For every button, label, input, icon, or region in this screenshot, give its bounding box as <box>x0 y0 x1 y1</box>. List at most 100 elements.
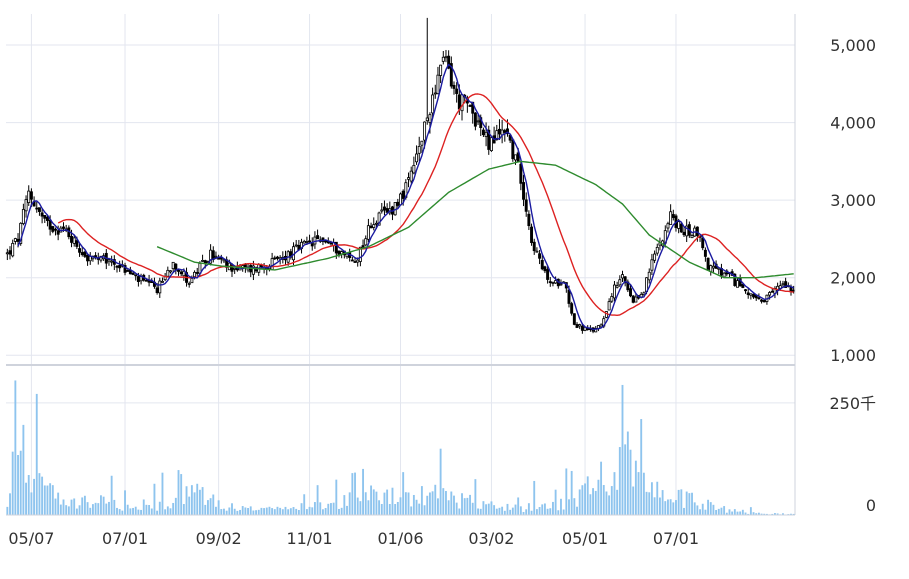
volume-bar <box>338 508 340 515</box>
volume-bar <box>268 506 271 515</box>
volume-bar <box>73 498 76 515</box>
candle-body <box>570 303 574 314</box>
date-tick-label: 07/01 <box>102 529 148 548</box>
volume-bar <box>129 508 132 515</box>
volume-bar <box>621 384 624 515</box>
candle-body <box>532 241 536 252</box>
volume-tick-label: 0 <box>866 496 876 515</box>
candle-body <box>179 271 183 275</box>
volume-bar <box>263 508 266 515</box>
volume-bar <box>375 491 378 515</box>
volume-bar <box>600 461 603 515</box>
candle-body <box>436 74 440 95</box>
volume-bar <box>739 511 742 515</box>
volume-bar <box>731 511 734 515</box>
candle-body <box>607 301 611 311</box>
volume-bar <box>300 503 303 515</box>
candle-body <box>150 281 154 284</box>
volume-bar <box>634 460 637 515</box>
date-tick-label: 03/02 <box>468 529 514 548</box>
volume-bar <box>672 502 675 515</box>
candle-body <box>685 225 689 237</box>
candle-body <box>781 283 785 286</box>
candle-body <box>385 208 389 213</box>
candle-body <box>27 190 31 203</box>
candle-body <box>407 177 410 180</box>
volume-bar <box>6 506 9 515</box>
candle-body <box>578 324 582 327</box>
volume-bar <box>177 470 180 515</box>
candle-body <box>305 241 309 243</box>
volume-bar <box>132 507 134 515</box>
volume-bar <box>661 490 664 515</box>
volume-bar <box>624 444 627 515</box>
date-tick-label: 11/01 <box>287 529 333 548</box>
candle-body <box>75 240 79 247</box>
candle-body <box>612 284 616 299</box>
volume-bar <box>378 500 381 515</box>
volume-bar <box>30 492 33 515</box>
candle-body <box>316 235 320 240</box>
candle-body <box>190 278 194 284</box>
candle-body <box>366 225 370 240</box>
candle-body <box>431 94 435 114</box>
volume-bar <box>145 504 148 515</box>
volume-bar <box>560 498 562 515</box>
candle-body <box>334 241 338 254</box>
volume-bar <box>201 487 204 515</box>
volume-bar <box>525 509 528 515</box>
candle-body <box>535 250 539 253</box>
volume-bar <box>420 486 423 515</box>
volume-bar <box>511 507 514 515</box>
volume-bar <box>180 474 183 515</box>
volume-bar <box>589 494 592 515</box>
volume-bar <box>67 506 70 515</box>
candle-body <box>543 266 547 272</box>
volume-bar <box>453 495 455 515</box>
volume-bar <box>220 509 223 515</box>
volume-bar <box>150 508 153 515</box>
volume-bar <box>121 510 124 515</box>
volume-bar <box>402 472 405 515</box>
volume-bar <box>236 510 239 515</box>
volume-bar <box>316 485 319 515</box>
candle-body <box>99 255 103 261</box>
candle-body <box>439 64 443 76</box>
volume-bar <box>747 513 750 515</box>
candle-body <box>682 231 686 236</box>
date-tick-label: 05/07 <box>8 529 54 548</box>
volume-bar <box>519 506 522 515</box>
candle-body <box>671 214 675 218</box>
candle-body <box>420 140 424 146</box>
candle-body <box>364 238 368 246</box>
volume-bar <box>514 504 517 515</box>
volume-bar <box>204 504 207 515</box>
candle-body <box>647 271 651 281</box>
candle-body <box>136 276 140 282</box>
volume-bar <box>188 496 191 515</box>
volume-bar <box>535 509 538 515</box>
candle-body <box>62 226 65 229</box>
candle-body <box>13 238 17 242</box>
volume-bar <box>447 500 450 515</box>
volume-bar <box>677 489 680 515</box>
volume-bar <box>22 424 25 515</box>
candle-body <box>80 252 84 255</box>
volume-bar <box>463 498 466 515</box>
date-tick-label: 07/01 <box>653 529 699 548</box>
candle-body <box>425 117 429 122</box>
candle-body <box>358 246 362 262</box>
volume-bar <box>755 513 758 515</box>
volume-bar <box>439 448 442 515</box>
price-tick-label: 2,000 <box>830 269 876 288</box>
candle-body <box>19 222 23 244</box>
volume-bar <box>17 455 19 515</box>
volume-bar <box>233 508 236 515</box>
volume-bar <box>247 508 249 515</box>
candle-body <box>24 199 28 212</box>
volume-bars <box>6 380 795 515</box>
volume-bar <box>645 491 648 515</box>
volume-bar <box>185 486 188 515</box>
volume-bar <box>685 491 688 515</box>
candle-body <box>546 269 550 280</box>
